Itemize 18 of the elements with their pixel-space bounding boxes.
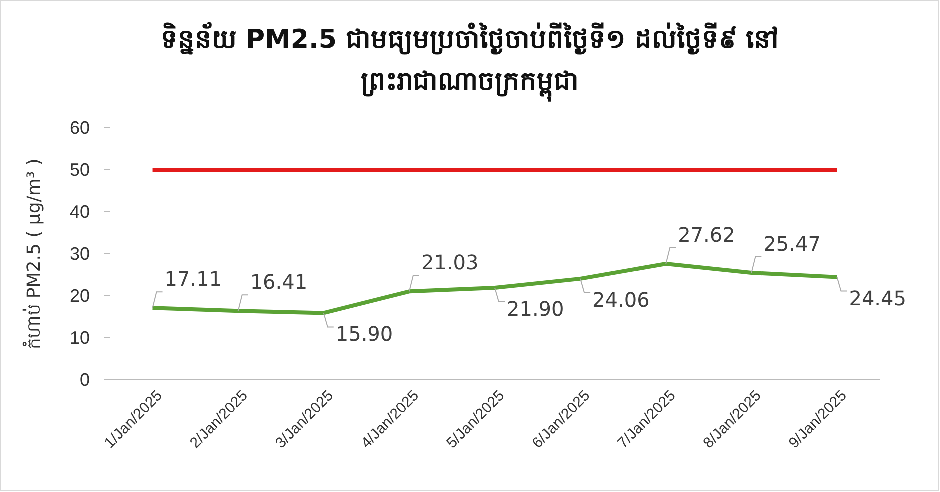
y-tick-label: 60	[70, 118, 90, 138]
y-tick-label: 20	[70, 286, 90, 306]
data-label: 15.90	[336, 322, 394, 346]
data-label: 17.11	[164, 267, 222, 292]
y-tick-label: 30	[70, 244, 90, 264]
data-label: 21.03	[421, 250, 479, 275]
y-axis-title: កំហាប់ PM2.5 ( µg/m³ )	[22, 158, 45, 350]
data-label: 16.41	[250, 270, 308, 294]
data-label: 24.06	[592, 288, 650, 312]
chart-title: ទិន្នន័យ PM2.5 ជាមធ្យមប្រចាំថ្ងៃចាប់ពីថ្ងៃទី១ ដល់ថ្ងៃទី៩ នៅ ព្រះរាជាណាចក្រកម្ពុជា	[160, 22, 780, 102]
data-label: 27.62	[678, 222, 736, 247]
y-tick-label: 0	[80, 370, 90, 390]
data-label: 21.90	[507, 297, 564, 322]
y-tick-label: 50	[70, 160, 90, 180]
data-label: 25.47	[764, 232, 821, 256]
data-label: 24.45	[849, 286, 906, 310]
y-tick-label: 40	[70, 202, 90, 222]
y-tick-label: 10	[70, 328, 90, 348]
